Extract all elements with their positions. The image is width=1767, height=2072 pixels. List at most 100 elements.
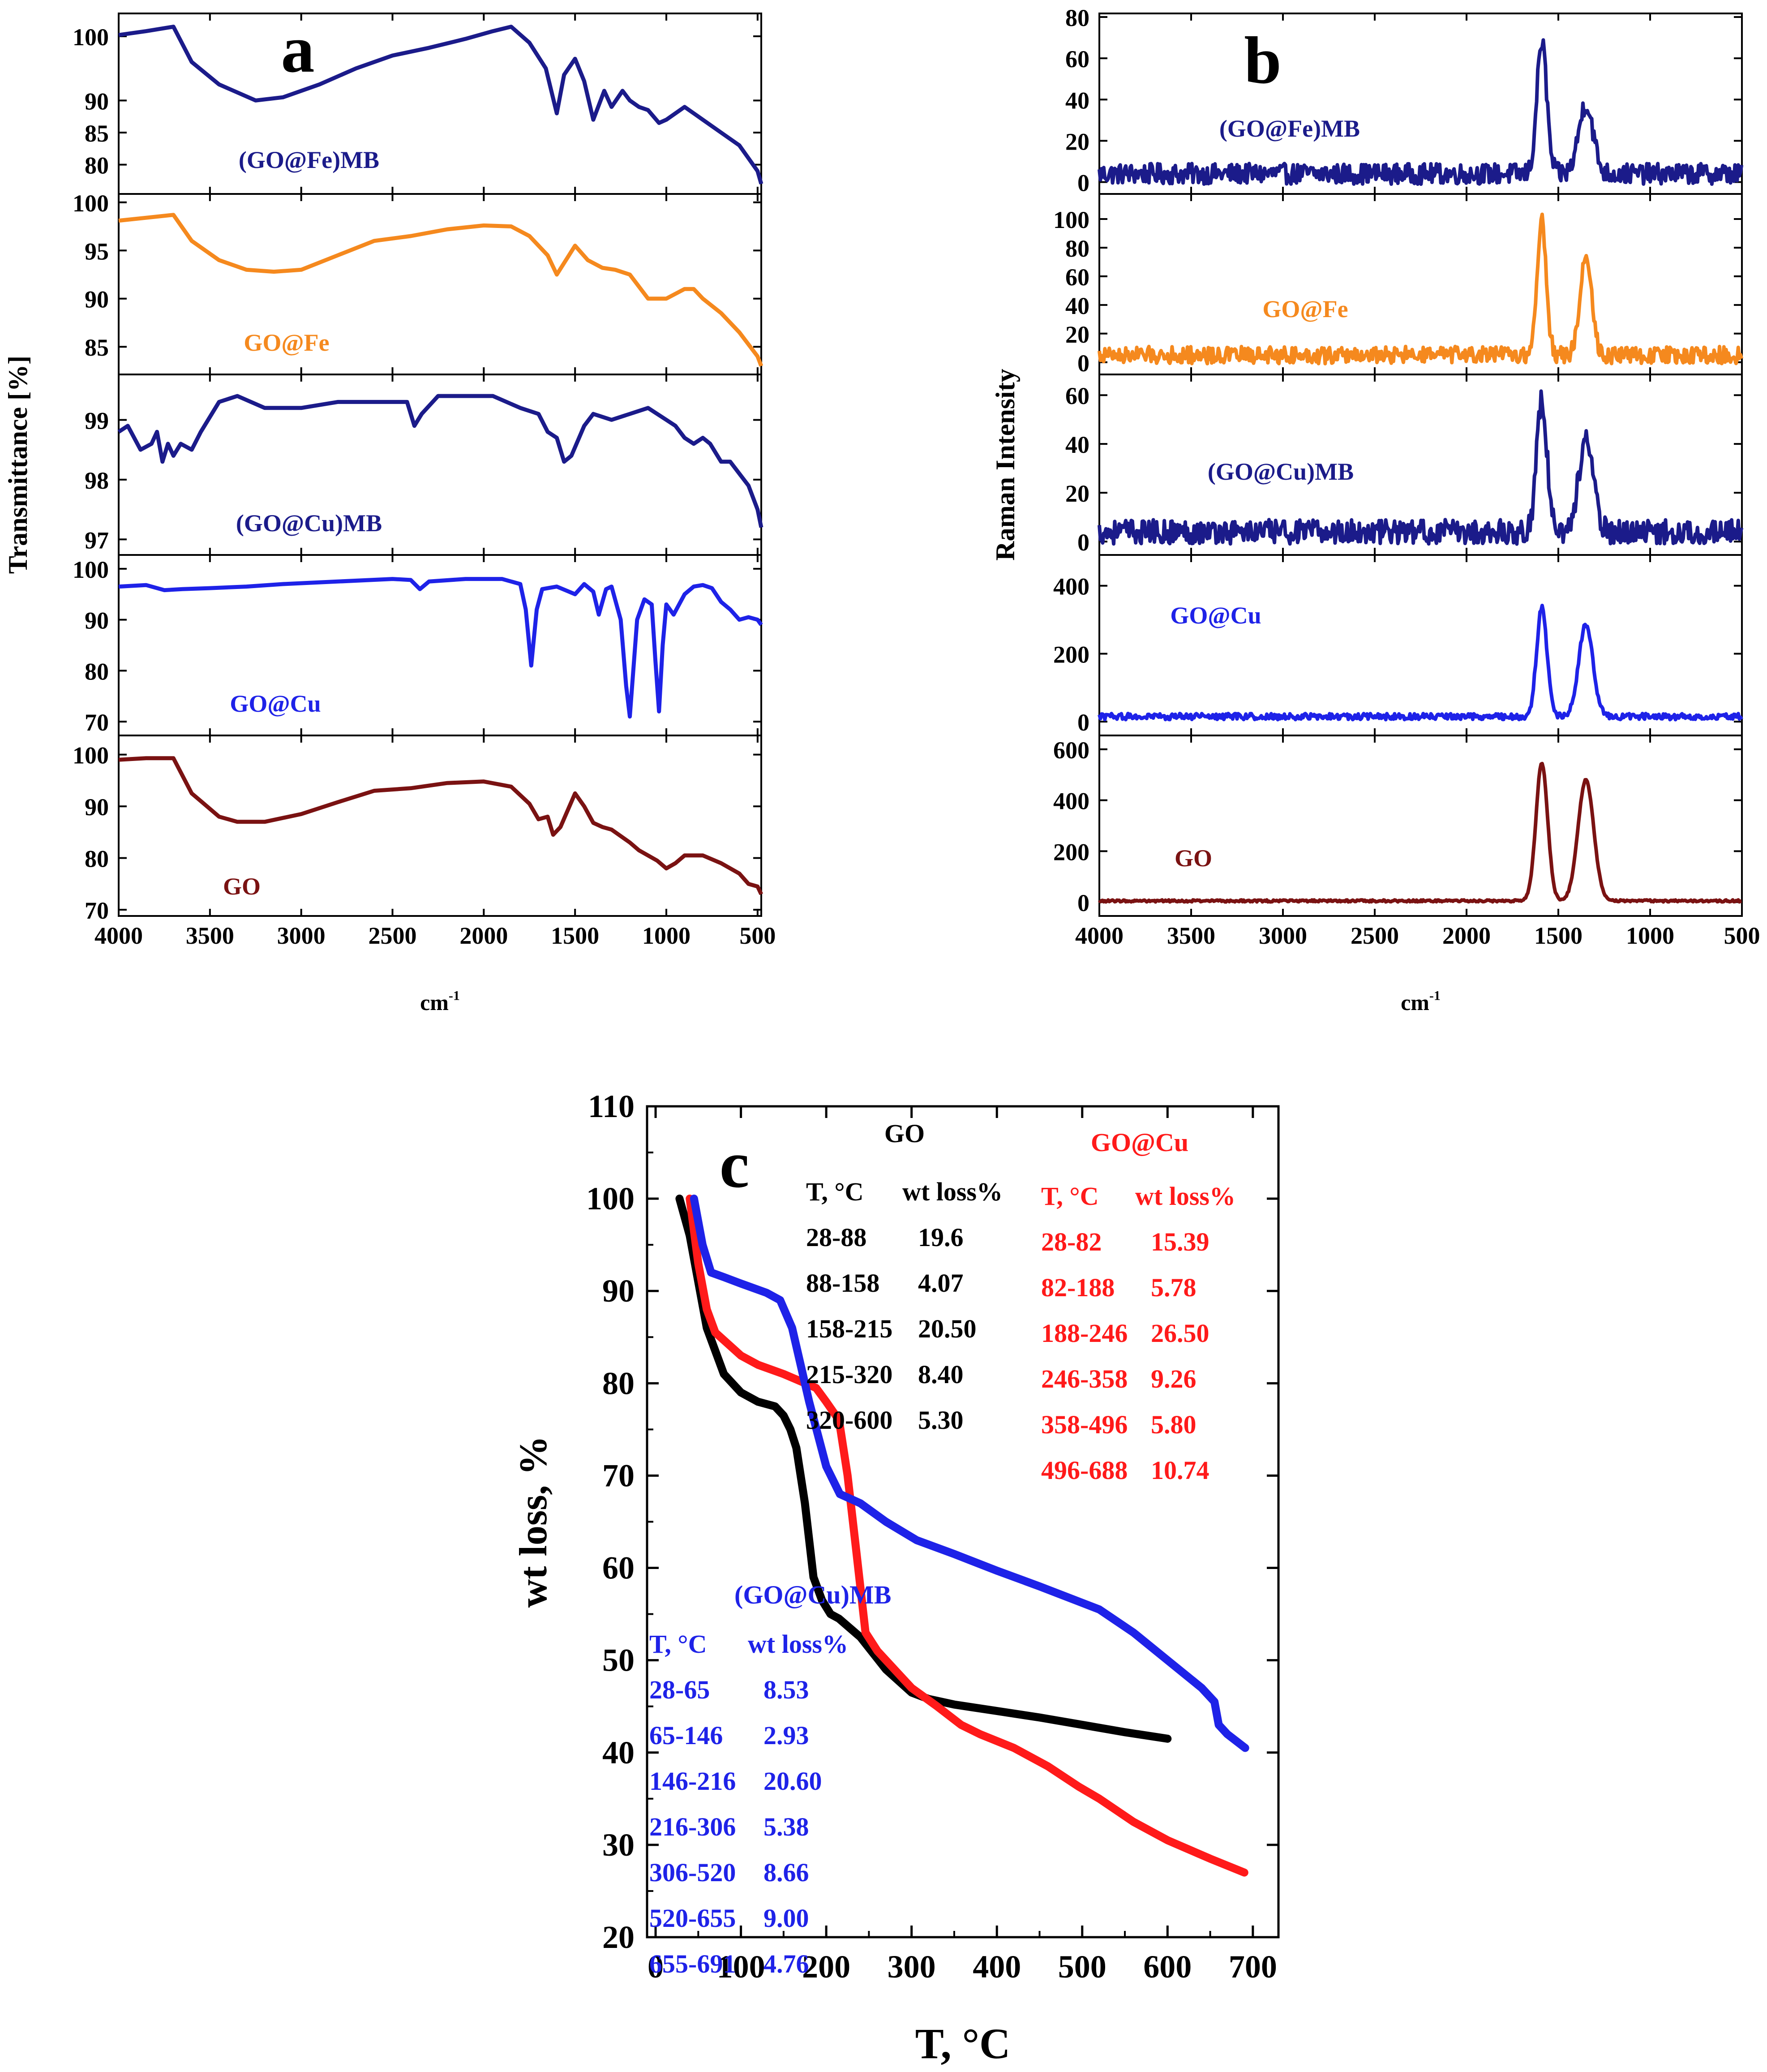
series-line-GO: [1098, 761, 1742, 904]
y-tick-label: 80: [85, 658, 109, 685]
y-axis-label: Transmittance [%]: [3, 356, 33, 574]
table-cell: 20.50: [918, 1314, 977, 1343]
y-tick-label: 40: [1065, 292, 1089, 319]
y-tick-label: 85: [85, 120, 109, 147]
y-tick-label: 0: [1077, 350, 1089, 377]
y-tick-label: 0: [1077, 890, 1089, 916]
y-tick-label: 200: [1053, 838, 1089, 865]
y-tick-label: 20: [1065, 128, 1089, 155]
table-cell: 8.66: [763, 1858, 809, 1887]
x-tick-label: 2000: [459, 922, 508, 949]
subplot-frame: [1098, 735, 1743, 917]
table-cell: 19.6: [918, 1223, 964, 1252]
panel-c: 20 30 40 50 60 70 80 90 100 110 0 100 200 300 400 500 60…: [512, 1088, 1280, 2068]
table-cell: 10.74: [1151, 1456, 1209, 1485]
subplot-b-4: 0 200 400 600 GO: [1053, 735, 1743, 917]
table-header: wt loss%: [748, 1629, 848, 1659]
panel-letter: c: [720, 1127, 750, 1202]
table-cell: 9.00: [763, 1904, 809, 1933]
y-axis-label: Raman Intensity: [991, 369, 1020, 560]
table-cell: 2.93: [763, 1721, 809, 1750]
series-label: GO@Fe: [244, 329, 329, 356]
y-tick-label: 400: [1053, 788, 1089, 815]
x-tick-label: 1000: [642, 922, 691, 949]
table-cell: 5.30: [918, 1406, 964, 1435]
x-tick-label: 200: [802, 1949, 850, 1985]
y-tick-label: 90: [85, 607, 109, 634]
y-tick-label: 40: [1065, 87, 1089, 114]
table-cell: 65-146: [649, 1721, 723, 1750]
table-cell: 216-306: [649, 1812, 736, 1841]
table-cell: 82-188: [1041, 1273, 1115, 1302]
table-cell: 215-320: [806, 1360, 892, 1389]
x-tick-label: 2000: [1442, 922, 1491, 949]
table-cell: 8.40: [918, 1360, 964, 1389]
series-line-(GO@Cu)MB: [1098, 389, 1744, 546]
panel-letter: a: [281, 12, 315, 86]
table-cell: 520-655: [649, 1904, 736, 1933]
y-tick-label: 90: [602, 1273, 635, 1309]
table-title: (GO@Cu)MB: [734, 1580, 891, 1609]
table-title: GO@Cu: [1091, 1128, 1188, 1157]
table-cell: 28-65: [649, 1675, 710, 1704]
y-tick-label: 90: [85, 286, 109, 313]
subplot-a-1: 85 90 95 100 GO@Fe: [73, 190, 763, 375]
x-tick-label: 3000: [1259, 922, 1307, 949]
panel-letter: b: [1244, 23, 1281, 98]
x-tick-label: 0: [648, 1949, 664, 1985]
table-cell: 306-520: [649, 1858, 736, 1887]
y-axis-label: wt loss, %: [512, 1436, 555, 1608]
x-tick-label: 300: [888, 1949, 936, 1985]
x-tick-label: 400: [973, 1949, 1021, 1985]
x-tick-label: 2500: [1351, 922, 1399, 949]
series-label: (GO@Cu)MB: [1208, 458, 1354, 485]
series-line-GO@Cu: [118, 577, 763, 719]
y-tick-label: 100: [73, 24, 109, 51]
panel-a: 80 85 90 100 (GO@Fe)MB 85 90 95 100 GO@Fe 97 98 99 (G…: [3, 12, 776, 1015]
y-tick-label: 85: [85, 334, 109, 361]
y-tick-label: 600: [1053, 737, 1089, 764]
y-tick-label: 200: [1053, 641, 1089, 668]
table-cell: 26.50: [1151, 1319, 1209, 1348]
y-tick-label: 50: [602, 1642, 635, 1678]
x-tick-label: 100: [717, 1949, 765, 1985]
series-label: GO@Cu: [230, 690, 321, 717]
table-cell: 5.38: [763, 1812, 809, 1841]
subplot-a-3: 70 80 90 100 GO@Cu: [73, 554, 763, 736]
y-tick-label: 60: [602, 1550, 635, 1586]
table-cell: 4.07: [918, 1268, 964, 1298]
subplot-b-0: 0 20 40 60 80 (GO@Fe)MB: [1065, 4, 1744, 197]
x-tick-label: 4000: [94, 922, 143, 949]
series-line-GO: [675, 1195, 1172, 1743]
table-header: T, °C: [649, 1629, 707, 1659]
y-tick-label: 100: [73, 190, 109, 217]
x-axis-label: cm-1: [420, 989, 460, 1015]
panel-b: 020406080(GO@Fe)MB020406080100GO@Fe02040…: [991, 4, 1760, 1015]
y-tick-label: 95: [85, 238, 109, 265]
y-tick-label: 400: [1053, 573, 1089, 600]
y-tick-label: 90: [85, 88, 109, 115]
y-tick-label: 99: [85, 407, 109, 434]
series-label: GO@Cu: [1170, 602, 1261, 629]
series-line-GO@Fe: [1098, 212, 1744, 365]
y-tick-label: 80: [85, 846, 109, 873]
y-tick-label: 97: [85, 527, 109, 554]
series-line-GO@Cu: [1098, 603, 1743, 722]
y-tick-label: 60: [1065, 383, 1089, 409]
y-tick-label: 80: [602, 1365, 635, 1401]
data-table-GO: GO T, °C wt loss% 28-88 19.6 88-158 4.07 158-21…: [806, 1119, 1003, 1435]
series-line-GO: [118, 756, 763, 895]
table-cell: 8.53: [763, 1675, 809, 1704]
series-label: GO: [223, 873, 261, 900]
series-line-GO@Fe: [118, 213, 763, 367]
series-label: GO: [1175, 845, 1212, 872]
y-tick-label: 0: [1077, 709, 1089, 736]
table-cell: 28-88: [806, 1223, 866, 1252]
y-tick-label: 98: [85, 467, 109, 494]
subplot-frame: [118, 735, 762, 917]
y-tick-label: 70: [85, 897, 109, 924]
table-cell: 146-216: [649, 1767, 736, 1796]
y-tick-label: 90: [85, 794, 109, 821]
table-cell: 9.26: [1151, 1364, 1197, 1393]
